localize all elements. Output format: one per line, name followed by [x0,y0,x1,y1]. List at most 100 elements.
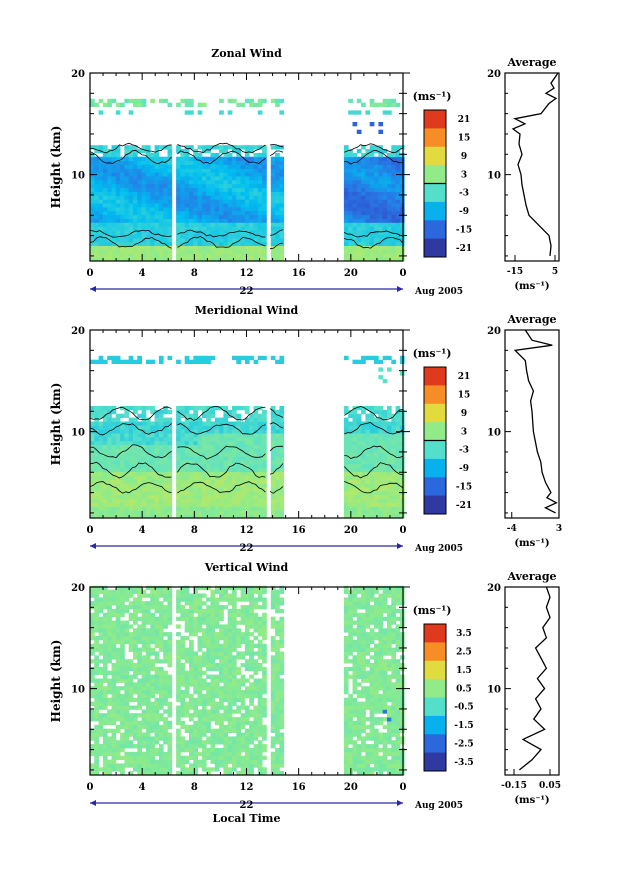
heatmap-cell [270,417,276,422]
heatmap-cell [253,218,259,223]
heatmap-cell [219,206,224,212]
heatmap-cell [378,241,384,246]
heatmap-cell [193,740,198,745]
heatmap-cell [128,585,134,591]
heatmap-cell [189,433,194,438]
heatmap-cell [180,199,186,204]
heatmap-cell [223,647,229,652]
heatmap-cell [352,253,358,258]
heatmap-cell [378,129,384,134]
heatmap-cell [219,452,224,457]
heatmap-cell [343,467,349,473]
heatmap-cell [369,502,375,507]
heatmap-cell [107,632,112,637]
heatmap-cell [206,483,211,488]
heatmap-cell [90,498,95,503]
heatmap-cell [154,491,160,496]
heatmap-cell [244,467,250,473]
heatmap-cell [107,179,112,185]
heatmap-cell [167,597,173,602]
heatmap-cell [145,452,151,457]
heatmap-cell [150,230,155,235]
heatmap-cell [184,655,190,660]
heatmap-cell [154,736,160,741]
heatmap-cell [232,475,237,480]
heatmap-cell [223,160,229,165]
heatmap-cell [399,145,405,150]
heatmap-cell [374,206,379,212]
heatmap-cell [154,460,160,465]
heatmap-cell [374,510,379,515]
heatmap-cell [374,203,379,208]
heatmap-cell [244,421,250,426]
heatmap-cell [391,510,396,515]
heatmap-cell [279,506,285,511]
heatmap-cell [275,502,280,507]
heatmap-cell [352,502,358,507]
heatmap-cell [154,636,160,641]
heatmap-cell [253,257,259,262]
heatmap-cell [141,467,147,473]
heatmap-cell [124,510,130,515]
heatmap-cell [223,176,229,181]
heatmap-cell [262,226,267,231]
heatmap-cell [374,160,379,165]
heatmap-cell [206,475,211,480]
heatmap-cell [356,241,362,246]
heatmap-cell [189,609,194,614]
heatmap-cell [253,234,259,239]
heatmap-cell [275,456,280,461]
heatmap-cell [210,755,216,760]
heatmap-cell [94,241,99,246]
heatmap-cell [94,164,99,169]
heatmap-cell [193,720,198,726]
heatmap-cell [124,755,130,760]
heatmap-cell [90,736,95,741]
heatmap-cell [184,176,190,181]
heatmap-cell [145,740,151,745]
heatmap-cell [365,475,371,480]
heatmap-cell [176,183,181,189]
contour-line [344,143,404,154]
heatmap-cell [115,471,121,476]
heatmap-cell [98,214,104,219]
heatmap-cell [176,456,181,461]
heatmap-cell [197,663,203,668]
heatmap-cell [249,183,254,189]
heatmap-cell [257,498,263,503]
heatmap-cell [201,751,207,757]
heatmap-cell [141,479,147,484]
heatmap-cell [158,191,164,196]
heatmap-cell [141,456,147,461]
heatmap-cell [154,440,160,446]
heatmap-cell [115,636,121,641]
heatmap-cell [102,491,108,496]
heatmap-cell [111,199,117,204]
heatmap-cell [163,421,168,426]
heatmap-cell [343,156,349,161]
heatmap-cell [180,612,186,618]
heatmap-cell [154,655,160,660]
heatmap-cell [158,440,164,446]
heatmap-cell [107,467,112,473]
heatmap-cell [206,444,211,449]
heatmap-cell [115,639,121,645]
heatmap-cell [249,471,254,476]
heatmap-cell [374,467,379,473]
heatmap-cell [145,436,151,442]
heatmap-cell [369,210,375,216]
heatmap-cell [387,191,392,196]
heatmap-cell [137,744,142,749]
heatmap-cell [184,110,190,115]
heatmap-cell [219,655,224,660]
heatmap-cell [361,409,366,415]
contour-line [177,445,266,460]
heatmap-cell [236,183,241,189]
heatmap-cell [262,506,267,511]
heatmap-cell [382,471,388,476]
heatmap-cell [158,164,164,169]
heatmap-cell [253,102,259,107]
heatmap-cell [137,172,142,177]
heatmap-cell [279,172,285,177]
heatmap-cell [145,425,151,430]
